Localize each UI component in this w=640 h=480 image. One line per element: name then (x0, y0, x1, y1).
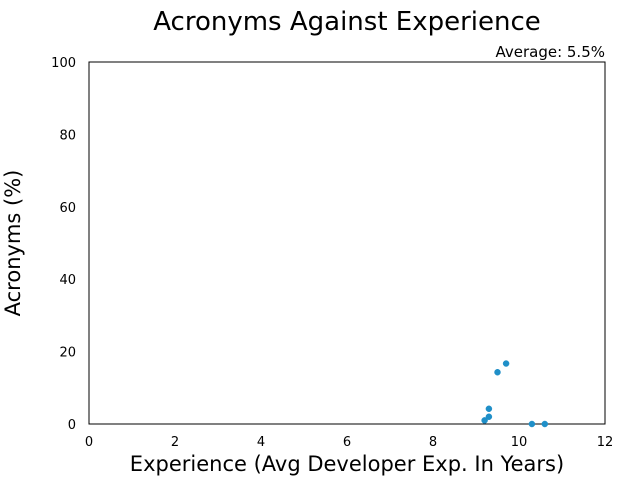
scatter-point (541, 420, 549, 428)
y-tick-label: 0 (68, 418, 76, 433)
average-annotation: Average: 5.5% (495, 43, 605, 61)
plot-area (88, 61, 606, 425)
x-tick-label: 2 (171, 435, 179, 450)
scatter-point (485, 413, 493, 421)
scatter-point (494, 368, 501, 376)
x-tick-label: 0 (85, 435, 93, 450)
scatter-point (485, 405, 493, 413)
y-tick-label: 40 (59, 273, 76, 288)
y-tick-label: 100 (51, 56, 76, 71)
y-axis-label: Acronyms (%) (1, 170, 25, 317)
data-points (481, 360, 549, 428)
scatter-point (481, 417, 488, 424)
y-axis: 0 20 40 60 80 100 (51, 56, 76, 433)
x-tick-label: 8 (429, 435, 437, 450)
x-axis-label: Experience (Avg Developer Exp. In Years) (130, 452, 564, 476)
scatter-point (502, 360, 510, 367)
x-tick-label: 10 (511, 435, 528, 450)
scatter-point (528, 420, 536, 428)
x-tick-label: 6 (343, 435, 351, 450)
y-tick-label: 60 (59, 201, 76, 216)
x-axis: 0 2 4 6 8 10 12 (85, 435, 613, 450)
x-tick-label: 4 (257, 435, 265, 450)
x-tick-label: 12 (597, 435, 614, 450)
y-tick-label: 20 (59, 346, 76, 361)
y-tick-label: 80 (59, 128, 76, 143)
chart-title: Acronyms Against Experience (153, 7, 541, 37)
